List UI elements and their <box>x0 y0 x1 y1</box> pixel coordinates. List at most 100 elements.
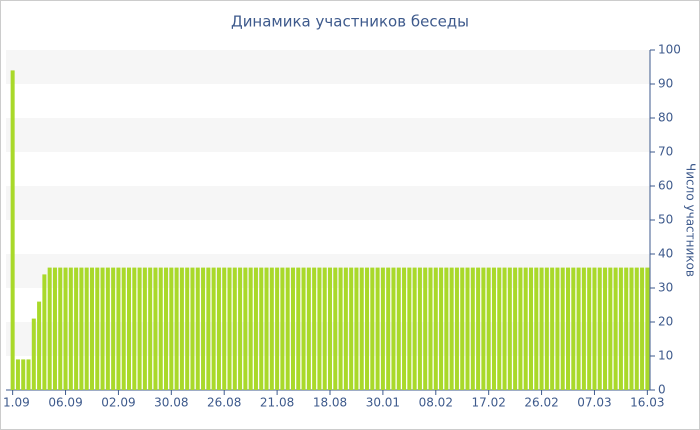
bar <box>312 267 317 390</box>
bar <box>454 267 459 390</box>
bar <box>164 267 169 390</box>
bar <box>290 267 295 390</box>
bar <box>407 267 412 390</box>
bar <box>423 267 428 390</box>
bar <box>126 267 132 390</box>
bar <box>211 267 216 390</box>
bar <box>338 267 343 390</box>
bar <box>412 267 417 390</box>
bar <box>592 267 597 390</box>
bar <box>68 267 73 390</box>
bar <box>550 267 555 390</box>
bar <box>185 267 190 390</box>
bar <box>47 267 52 390</box>
bar <box>486 267 491 390</box>
y-tick-label: 50 <box>658 213 673 227</box>
bar <box>195 267 200 390</box>
y-tick-label: 80 <box>658 111 673 125</box>
bar <box>481 267 486 390</box>
bar <box>497 267 502 390</box>
bar <box>74 267 79 390</box>
y-tick-label: 90 <box>658 77 673 91</box>
bar <box>248 267 253 390</box>
bar <box>354 267 359 390</box>
bar <box>603 267 608 390</box>
bar <box>507 267 512 390</box>
bar <box>58 267 63 390</box>
bar <box>317 267 322 390</box>
bar <box>539 267 544 390</box>
bar <box>10 70 15 391</box>
bar <box>89 267 94 390</box>
bar <box>333 267 338 390</box>
bar <box>222 267 227 390</box>
bar <box>645 267 650 390</box>
bar <box>148 267 153 390</box>
bar <box>629 267 634 390</box>
y-tick-label: 30 <box>658 281 673 295</box>
bar <box>640 267 645 390</box>
bar <box>359 267 364 390</box>
bar <box>428 267 433 390</box>
y-tick-label: 60 <box>658 179 673 193</box>
bar <box>275 267 280 390</box>
bar <box>95 267 100 390</box>
bar <box>349 267 354 390</box>
bar <box>386 267 391 390</box>
bar <box>15 359 20 390</box>
bar <box>201 267 206 390</box>
bar <box>264 267 269 390</box>
bar <box>26 359 31 390</box>
x-tick-label: 16.03 <box>630 396 664 410</box>
bar <box>613 267 618 390</box>
bar <box>105 267 110 390</box>
x-tick-label: 02.09 <box>101 396 135 410</box>
x-tick-label: 06.09 <box>48 396 82 410</box>
bar <box>491 267 496 390</box>
bar <box>243 267 248 390</box>
bar <box>534 267 539 390</box>
bar <box>137 267 142 390</box>
y-tick-label: 100 <box>658 43 681 57</box>
bar <box>190 267 195 390</box>
bar <box>608 267 613 390</box>
bar <box>232 267 237 390</box>
bar <box>238 267 243 390</box>
bar <box>132 267 137 390</box>
bar <box>597 267 602 390</box>
bar <box>322 267 327 390</box>
bar <box>560 267 565 390</box>
bar <box>79 267 84 390</box>
bar <box>581 267 586 390</box>
bar <box>296 267 301 390</box>
bar <box>396 267 401 390</box>
bar <box>327 267 333 390</box>
bar <box>634 267 639 390</box>
bar <box>470 267 475 390</box>
y-tick-label: 0 <box>658 383 666 397</box>
y-axis-title: Число участников <box>684 163 698 277</box>
bar <box>153 267 158 390</box>
bar <box>206 267 211 390</box>
bar <box>513 267 518 390</box>
bar <box>285 267 290 390</box>
bar <box>587 267 592 390</box>
bar <box>269 267 274 390</box>
x-tick-label: 07.03 <box>577 396 611 410</box>
bar <box>116 267 121 390</box>
bar <box>444 267 449 390</box>
grid-band <box>6 50 650 84</box>
bar <box>42 274 47 390</box>
bar <box>391 267 396 390</box>
bar <box>121 267 126 390</box>
chart-title: Динамика участников беседы <box>231 13 469 31</box>
x-tick-label: 30.08 <box>154 396 188 410</box>
bar <box>375 267 380 390</box>
bar <box>402 267 407 390</box>
bar <box>576 267 581 390</box>
bar <box>555 267 560 390</box>
bar <box>179 267 184 390</box>
bar <box>449 267 454 390</box>
bar <box>31 318 36 390</box>
